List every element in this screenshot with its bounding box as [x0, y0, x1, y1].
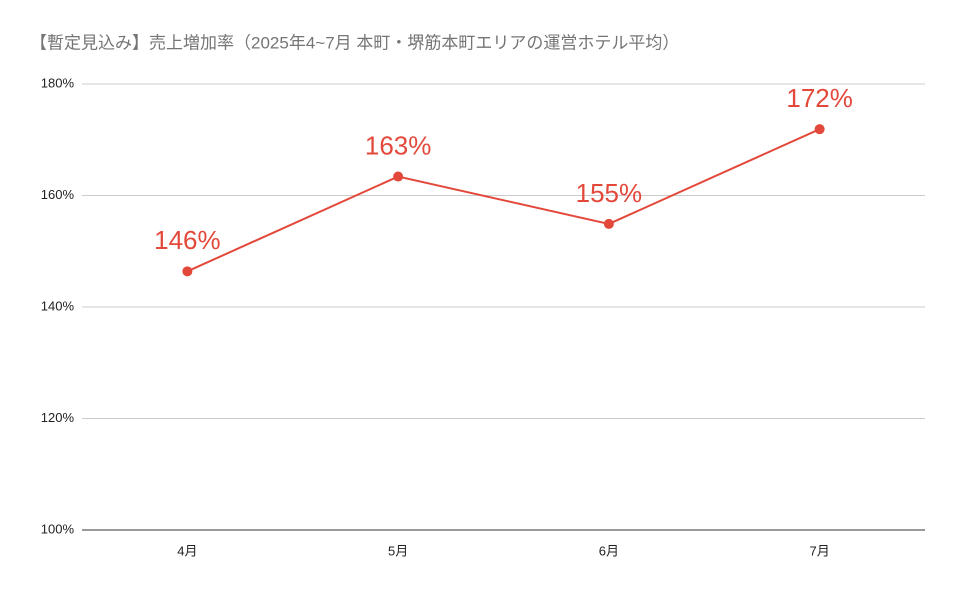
x-tick-label: 5月 [388, 543, 408, 558]
data-label: 155% [576, 178, 643, 208]
y-tick-label: 140% [41, 298, 75, 313]
data-label: 163% [365, 130, 432, 160]
y-tick-label: 180% [41, 75, 75, 90]
point [182, 266, 193, 277]
point [814, 124, 825, 135]
chart-title: 【暫定見込み】売上増加率（2025年4~7月 本町・堺筋本町エリアの運営ホテル平… [30, 33, 679, 52]
line [186, 128, 821, 273]
y-tick-label: 160% [41, 187, 75, 202]
point [393, 171, 404, 182]
x-tick-label: 4月 [177, 543, 197, 558]
y-tick-label: 120% [41, 410, 75, 425]
data-label: 172% [786, 83, 853, 113]
data-label: 146% [154, 225, 221, 255]
y-tick-label: 100% [41, 521, 75, 536]
x-tick-label: 7月 [810, 543, 830, 558]
point [603, 218, 614, 229]
x-tick-label: 6月 [599, 543, 619, 558]
